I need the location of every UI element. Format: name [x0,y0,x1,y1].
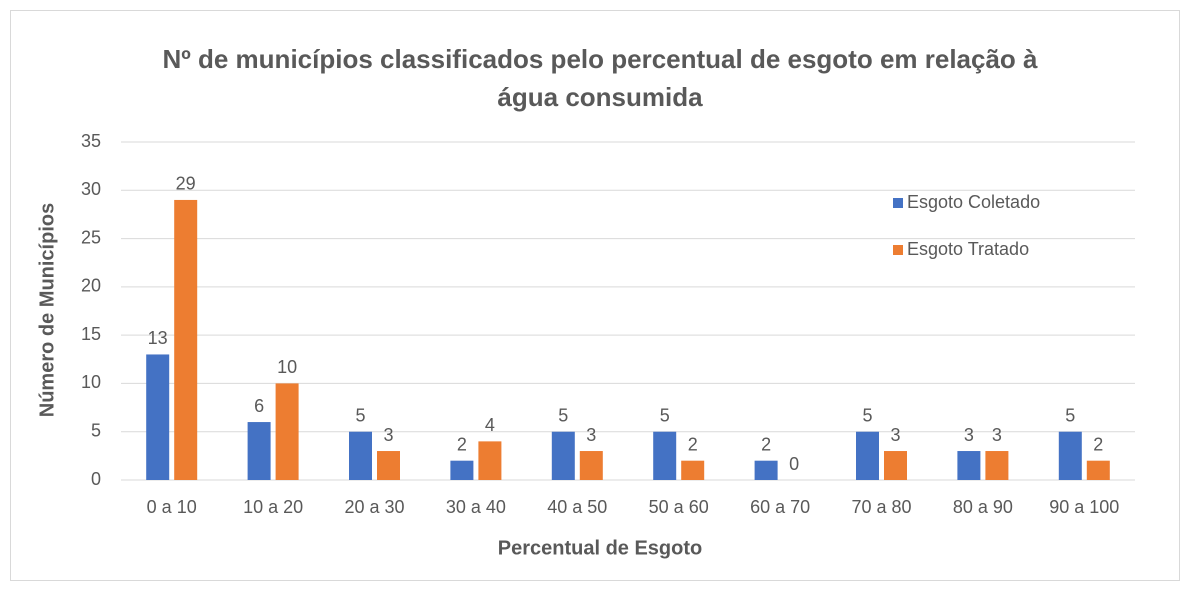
bar [377,451,400,480]
bar [856,431,879,480]
legend-swatch [893,198,903,208]
bar [146,354,170,480]
bar [579,451,603,480]
bar [275,383,299,480]
y-axis-label: Número de Municípios [36,203,58,417]
x-tick-label: 10 a 20 [243,497,303,517]
data-label: 3 [890,425,900,445]
y-tick-label: 25 [81,227,101,247]
data-label: 29 [176,174,196,194]
data-label: 3 [383,425,393,445]
data-label: 5 [660,405,670,425]
y-tick-label: 20 [81,276,101,296]
x-tick-label: 90 a 100 [1049,497,1119,517]
data-label: 3 [586,425,596,445]
legend-swatch [893,245,903,255]
data-label: 5 [862,405,872,425]
data-label: 0 [789,454,799,474]
bar [985,451,1009,480]
data-label: 6 [254,396,264,416]
x-tick-label: 50 a 60 [649,497,709,517]
y-tick-label: 30 [81,179,101,199]
bar [957,451,981,480]
data-label: 13 [148,328,168,348]
data-label: 3 [992,425,1002,445]
bar [174,199,198,480]
x-tick-label: 40 a 50 [547,497,607,517]
y-tick-label: 10 [81,372,101,392]
data-label: 10 [277,357,297,377]
bar [450,460,474,480]
data-label: 5 [355,405,365,425]
data-label: 2 [457,434,467,454]
bar [1058,431,1082,480]
data-label: 5 [558,405,568,425]
bar [681,460,705,480]
legend-label: Esgoto Tratado [907,239,1029,259]
chart-title: Nº de municípios classificados pelo perc… [162,44,1038,112]
y-tick-label: 5 [91,420,101,440]
x-axis-label: Percentual de Esgoto [498,537,703,559]
data-label: 5 [1065,405,1075,425]
y-tick-label: 0 [91,469,101,489]
x-tick-label: 80 a 90 [953,497,1013,517]
bar [349,431,372,480]
x-tick-label: 70 a 80 [851,497,911,517]
data-label: 2 [1093,434,1103,454]
legend-label: Esgoto Coletado [907,192,1040,212]
data-label: 2 [761,434,771,454]
chart-border [10,10,1180,581]
bar [1086,460,1110,480]
data-label: 2 [688,434,698,454]
data-label: 3 [964,425,974,445]
bar [478,441,502,480]
data-label: 4 [485,415,495,435]
x-tick-label: 0 a 10 [147,497,197,517]
x-tick-label: 60 a 70 [750,497,810,517]
bar [551,431,575,480]
y-tick-label: 35 [81,131,101,151]
x-tick-label: 30 a 40 [446,497,506,517]
bar [247,422,271,480]
x-tick-label: 20 a 30 [344,497,404,517]
bar [653,431,677,480]
y-tick-label: 15 [81,324,101,344]
bar [884,451,907,480]
bar [754,460,778,480]
